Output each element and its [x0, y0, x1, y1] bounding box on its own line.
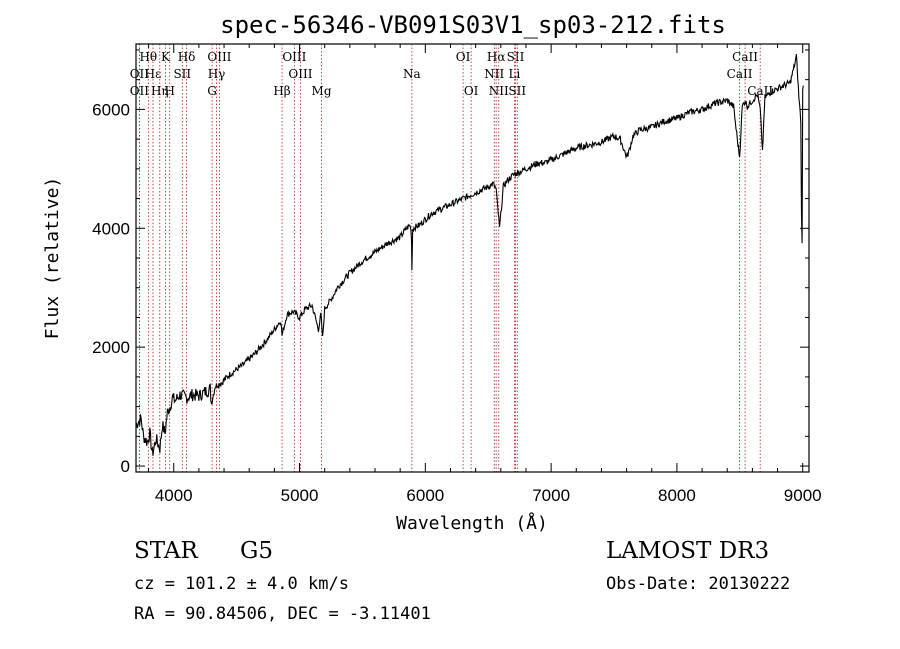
line-label-25: CaII — [732, 50, 758, 64]
line-label-10: Hγ — [208, 67, 226, 81]
line-label-0: Hθ — [139, 50, 157, 64]
series-0 — [135, 54, 804, 456]
line-label-5: K — [161, 50, 171, 64]
line-label-11: G — [207, 84, 217, 98]
line-label-23: NII — [489, 84, 509, 98]
survey-name: LAMOST DR3 — [606, 538, 770, 564]
x-tick-label-4: 8000 — [658, 486, 696, 505]
line-label-2: OII — [130, 84, 150, 98]
line-label-27: CaII — [747, 84, 773, 98]
line-label-4: Hη — [151, 84, 169, 98]
line-label-22: Li — [508, 67, 520, 81]
x-tick-label-1: 5000 — [281, 486, 319, 505]
line-label-13: OIII — [288, 67, 312, 81]
x-axis-label: Wavelength (Å) — [396, 512, 548, 534]
line-label-15: Mg — [312, 84, 332, 98]
line-label-6: SII — [173, 67, 191, 81]
line-label-16: Na — [403, 67, 421, 81]
ra-dec: RA = 90.84506, DEC = -3.11401 — [134, 604, 431, 624]
line-label-18: OI — [464, 84, 479, 98]
x-tick-label-0: 4000 — [155, 486, 193, 505]
object-subclass: G5 — [240, 538, 274, 564]
line-label-17: OI — [456, 50, 471, 64]
y-tick-label-2: 4000 — [92, 219, 130, 238]
line-label-19: Hα — [487, 50, 506, 64]
y-axis-label: Flux (relative) — [42, 177, 63, 340]
line-label-26: CaII — [727, 67, 753, 81]
line-label-9: OIII — [207, 50, 231, 64]
line-label-7: H — [164, 84, 174, 98]
obs-date: Obs-Date: 20130222 — [606, 574, 791, 594]
line-label-14: Hβ — [273, 84, 290, 98]
x-tick-label-2: 6000 — [406, 486, 444, 505]
y-tick-label-0: 0 — [121, 457, 130, 476]
line-label-3: Hε — [145, 67, 162, 81]
y-tick-label-1: 2000 — [92, 338, 130, 357]
x-tick-label-3: 7000 — [532, 486, 570, 505]
y-tick-label-3: 6000 — [92, 100, 130, 119]
line-label-12: OIII — [282, 50, 306, 64]
line-label-8: Hδ — [178, 50, 196, 64]
object-class: STAR — [134, 538, 198, 564]
line-label-1: OII — [130, 67, 150, 81]
redshift-cz: cz = 101.2 ± 4.0 km/s — [134, 574, 349, 594]
line-label-24: SII — [508, 84, 526, 98]
spectrum-series — [135, 54, 804, 456]
axis-ticks: 4000 5000 6000 7000 8000 9000 0 2000 4000 6000 — [92, 44, 822, 505]
chart-title: spec-56346-VB091S03V1_sp03-212.fits — [220, 11, 726, 39]
line-label-21: NII — [484, 67, 504, 81]
line-label-20: SII — [507, 50, 525, 64]
x-tick-label-5: 9000 — [784, 486, 822, 505]
